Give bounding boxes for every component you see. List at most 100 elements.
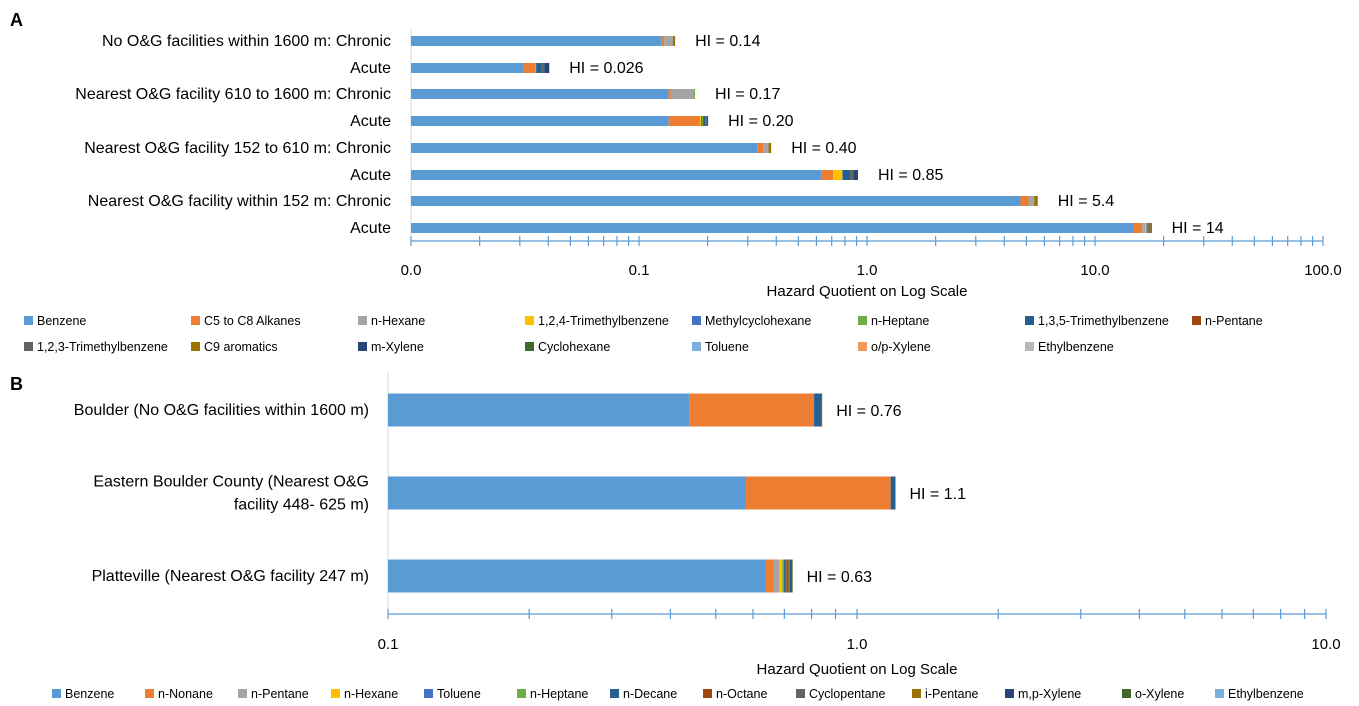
legend-label: n-Pentane bbox=[1205, 314, 1263, 328]
panel-a-chart: 0.0 0.1 1.0 10.0 100.0 Hazard Quotient on Log… bbox=[75, 30, 1342, 300]
legend-swatch bbox=[858, 316, 867, 325]
legend-item: n-Decane bbox=[610, 687, 677, 701]
bar-segment bbox=[1142, 223, 1146, 233]
legend-swatch bbox=[858, 342, 867, 351]
bar-segment bbox=[833, 170, 843, 180]
hi-label: HI = 0.76 bbox=[836, 403, 901, 420]
hi-label: HI = 0.14 bbox=[695, 33, 760, 50]
hi-label: HI = 0.17 bbox=[715, 86, 780, 103]
legend-label: o-Xylene bbox=[1135, 687, 1184, 701]
legend-label: n-Decane bbox=[623, 687, 677, 701]
legend-label: n-Heptane bbox=[871, 314, 929, 328]
bar-segment bbox=[757, 143, 764, 153]
bar-segment bbox=[693, 89, 695, 99]
bar-segment bbox=[661, 36, 665, 46]
x-tick-label: 10.0 bbox=[1080, 262, 1109, 279]
legend-item: Methylcyclohexane bbox=[692, 314, 811, 328]
bar-segment bbox=[1028, 196, 1035, 206]
legend-label: 1,3,5-Trimethylbenzene bbox=[1038, 314, 1169, 328]
legend-item: C9 aromatics bbox=[191, 340, 278, 354]
bar-segment bbox=[411, 116, 669, 126]
legend-item: n-Hexane bbox=[358, 314, 425, 328]
category-label: Boulder (No O&G facilities within 1600 m… bbox=[74, 402, 369, 419]
category-label: No O&G facilities within 1600 m: Chronic bbox=[102, 33, 391, 50]
bar-segment bbox=[1147, 223, 1149, 233]
legend-item: Ethylbenzene bbox=[1025, 340, 1114, 354]
x-axis-label: Hazard Quotient on Log Scale bbox=[767, 283, 968, 300]
legend-swatch bbox=[796, 689, 805, 698]
legend-item: C5 to C8 Alkanes bbox=[191, 314, 301, 328]
legend-item: n-Pentane bbox=[1192, 314, 1263, 328]
legend-swatch bbox=[358, 342, 367, 351]
legend-swatch bbox=[24, 316, 33, 325]
legend-item: i-Pentane bbox=[912, 687, 979, 701]
legend-label: n-Hexane bbox=[371, 314, 425, 328]
legend-label: n-Octane bbox=[716, 687, 767, 701]
legend-swatch bbox=[145, 689, 154, 698]
category-label: Platteville (Nearest O&G facility 247 m) bbox=[92, 568, 369, 585]
bar-segment bbox=[773, 559, 780, 593]
legend-label: Toluene bbox=[437, 687, 481, 701]
bar-segment bbox=[535, 63, 537, 73]
bar-segment bbox=[890, 476, 895, 510]
legend-label: C9 aromatics bbox=[204, 340, 278, 354]
legend-item: Toluene bbox=[692, 340, 749, 354]
bar-segment bbox=[411, 89, 669, 99]
legend-swatch bbox=[692, 342, 701, 351]
bar-segment bbox=[1151, 223, 1152, 233]
bar-segment bbox=[544, 63, 550, 73]
legend-swatch bbox=[331, 689, 340, 698]
legend-item: n-Nonane bbox=[145, 687, 213, 701]
category-label: Nearest O&G facility within 152 m: Chron… bbox=[88, 193, 391, 210]
bar-segment bbox=[705, 116, 708, 126]
legend-label: Methylcyclohexane bbox=[705, 314, 811, 328]
category-label: Acute bbox=[350, 220, 391, 237]
legend-item: 1,3,5-Trimethylbenzene bbox=[1025, 314, 1169, 328]
panel-b-legend: Benzene n-Nonane n-Pentane n-Hexane Toluene n… bbox=[52, 687, 1304, 701]
bar-segment bbox=[411, 223, 1134, 233]
legend-label: o/p-Xylene bbox=[871, 340, 931, 354]
bar-segment bbox=[814, 393, 822, 427]
hi-label: HI = 0.40 bbox=[791, 140, 856, 157]
legend-swatch bbox=[1025, 316, 1034, 325]
legend-item: Benzene bbox=[24, 314, 86, 328]
bar-segment bbox=[388, 476, 747, 510]
legend-swatch bbox=[1192, 316, 1201, 325]
bar-segment bbox=[668, 89, 671, 99]
legend-swatch bbox=[191, 342, 200, 351]
legend-item: o-Xylene bbox=[1122, 687, 1184, 701]
bar-segment bbox=[411, 36, 662, 46]
x-tick-label: 100.0 bbox=[1304, 262, 1342, 279]
bar-segment bbox=[668, 116, 700, 126]
bar-segment bbox=[664, 36, 674, 46]
legend-swatch bbox=[692, 316, 701, 325]
bar-segment bbox=[746, 476, 891, 510]
hi-label: HI = 0.026 bbox=[569, 60, 643, 77]
legend-swatch bbox=[525, 316, 534, 325]
legend-swatch bbox=[191, 316, 200, 325]
bar-segment bbox=[411, 196, 1021, 206]
x-tick-label: 0.1 bbox=[378, 636, 399, 653]
legend-swatch bbox=[1122, 689, 1131, 698]
legend-label: n-Heptane bbox=[530, 687, 588, 701]
bar-segment bbox=[853, 170, 858, 180]
bar-segment bbox=[821, 393, 823, 427]
bar-segment bbox=[842, 170, 843, 180]
legend-swatch bbox=[912, 689, 921, 698]
category-label: Acute bbox=[350, 167, 391, 184]
bar-segment bbox=[388, 393, 690, 427]
bar-segment bbox=[703, 116, 706, 126]
bar-segment bbox=[689, 393, 815, 427]
hi-label: HI = 0.85 bbox=[878, 167, 943, 184]
legend-item: n-Pentane bbox=[238, 687, 309, 701]
legend-label: Cyclohexane bbox=[538, 340, 610, 354]
x-tick-label: 0.1 bbox=[629, 262, 650, 279]
legend-label: n-Nonane bbox=[158, 687, 213, 701]
legend-swatch bbox=[424, 689, 433, 698]
hi-label: HI = 14 bbox=[1172, 220, 1224, 237]
legend-item: n-Octane bbox=[703, 687, 767, 701]
legend-label: n-Hexane bbox=[344, 687, 398, 701]
legend-item: Cyclopentane bbox=[796, 687, 885, 701]
bar-segment bbox=[388, 559, 767, 593]
legend-item: 1,2,3-Trimethylbenzene bbox=[24, 340, 168, 354]
